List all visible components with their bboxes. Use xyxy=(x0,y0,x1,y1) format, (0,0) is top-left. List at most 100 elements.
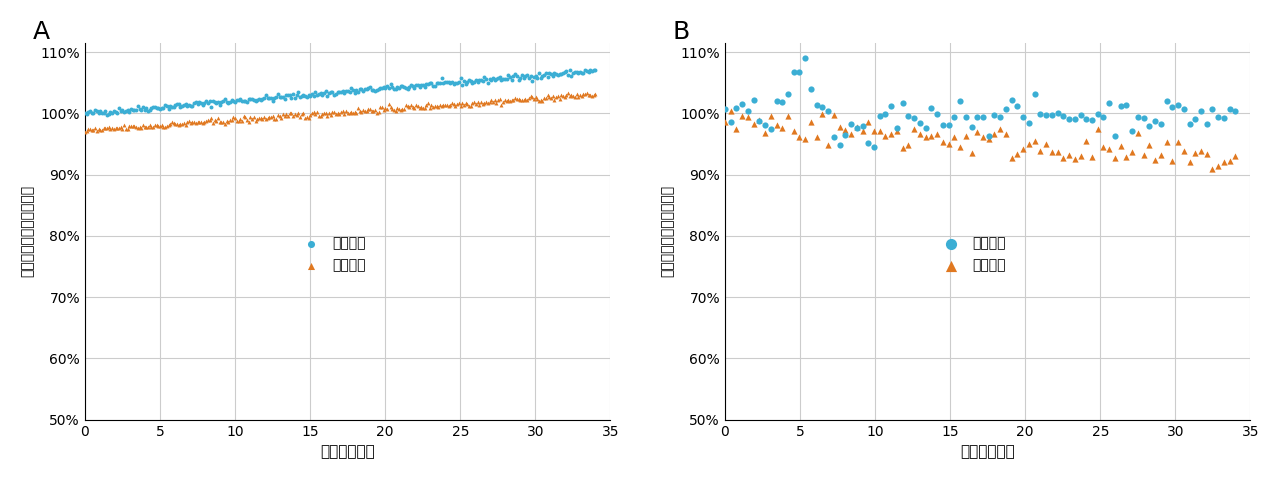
シトシン xyxy=(328,109,348,117)
アデニン xyxy=(366,86,387,94)
シトシン xyxy=(1174,147,1194,155)
シトシン xyxy=(99,123,119,131)
アデニン xyxy=(767,97,787,105)
アデニン xyxy=(271,93,292,100)
アデニン xyxy=(973,113,993,120)
アデニン xyxy=(324,91,344,98)
アデニン xyxy=(535,69,556,76)
シトシン xyxy=(164,119,184,127)
シトシン xyxy=(410,105,430,112)
シトシン xyxy=(451,103,471,110)
シトシン xyxy=(324,108,344,116)
アデニン xyxy=(515,72,535,80)
アデニン xyxy=(88,109,109,117)
アデニン xyxy=(1162,103,1183,111)
アデニン xyxy=(561,72,581,80)
アデニン xyxy=(242,96,262,103)
アデニン xyxy=(858,139,878,147)
アデニン xyxy=(228,96,248,104)
シトシン xyxy=(543,92,563,100)
シトシン xyxy=(1042,148,1062,156)
アデニン xyxy=(221,96,242,104)
Y-axis label: 初期保持時間に対する％: 初期保持時間に対する％ xyxy=(20,185,35,277)
アデニン xyxy=(179,101,200,109)
アデニン xyxy=(503,72,524,80)
シトシン xyxy=(566,90,586,98)
シトシン xyxy=(192,120,212,127)
アデニン xyxy=(95,108,115,115)
アデニン xyxy=(340,84,361,92)
アデニン xyxy=(343,86,364,94)
アデニン xyxy=(160,102,180,109)
シトシン xyxy=(256,116,276,123)
アデニン xyxy=(504,71,525,78)
シトシン xyxy=(108,125,128,132)
アデニン xyxy=(1167,101,1188,108)
シトシン xyxy=(187,119,207,126)
アデニン xyxy=(550,71,571,78)
アデニン xyxy=(440,80,461,87)
シトシン xyxy=(376,105,397,112)
シトシン xyxy=(392,105,412,113)
シトシン xyxy=(211,118,232,126)
アデニン xyxy=(256,92,276,99)
アデニン xyxy=(133,104,154,111)
シトシン xyxy=(1133,151,1153,158)
アデニン xyxy=(412,81,433,89)
シトシン xyxy=(549,95,570,103)
シトシン xyxy=(892,144,913,152)
シトシン xyxy=(102,124,123,132)
アデニン xyxy=(1151,120,1171,127)
シトシン xyxy=(933,138,954,145)
シトシン xyxy=(128,124,148,132)
シトシン xyxy=(284,110,305,118)
アデニン xyxy=(576,67,596,75)
アデニン xyxy=(197,99,218,107)
シトシン xyxy=(471,98,492,106)
アデニン xyxy=(155,101,175,109)
アデニン xyxy=(512,71,532,79)
シトシン xyxy=(179,117,200,125)
シトシン xyxy=(1012,145,1033,153)
アデニン xyxy=(268,90,288,97)
シトシン xyxy=(744,120,764,128)
シトシン xyxy=(169,121,189,129)
シトシン xyxy=(114,121,134,129)
アデニン xyxy=(151,104,172,112)
シトシン xyxy=(499,97,520,105)
シトシン xyxy=(381,105,402,113)
アデニン xyxy=(509,74,530,82)
シトシン xyxy=(323,108,343,116)
シトシン xyxy=(436,101,457,109)
アデニン xyxy=(502,76,522,84)
アデニン xyxy=(278,92,298,99)
アデニン xyxy=(1076,115,1097,123)
アデニン xyxy=(1065,115,1085,123)
シトシン xyxy=(319,109,339,117)
アデニン xyxy=(154,104,174,111)
アデニン xyxy=(1111,102,1132,110)
アデニン xyxy=(534,71,554,79)
アデニン xyxy=(215,96,236,103)
アデニン xyxy=(548,71,568,79)
シトシン xyxy=(823,111,844,119)
シトシン xyxy=(484,96,504,104)
シトシン xyxy=(212,118,233,125)
シトシン xyxy=(92,126,113,133)
シトシン xyxy=(242,115,262,123)
シトシン xyxy=(297,113,317,120)
シトシン xyxy=(1100,145,1120,153)
アデニン xyxy=(1190,107,1211,115)
アデニン xyxy=(397,85,417,93)
シトシン xyxy=(412,104,433,112)
シトシン xyxy=(200,117,220,124)
シトシン xyxy=(375,105,396,112)
アデニン xyxy=(346,86,366,94)
シトシン xyxy=(1001,154,1021,161)
シトシン xyxy=(579,92,599,99)
シトシン xyxy=(300,111,320,119)
シトシン xyxy=(369,108,389,116)
アデニン xyxy=(92,109,113,117)
シトシン xyxy=(251,114,271,122)
アデニン xyxy=(498,72,518,79)
